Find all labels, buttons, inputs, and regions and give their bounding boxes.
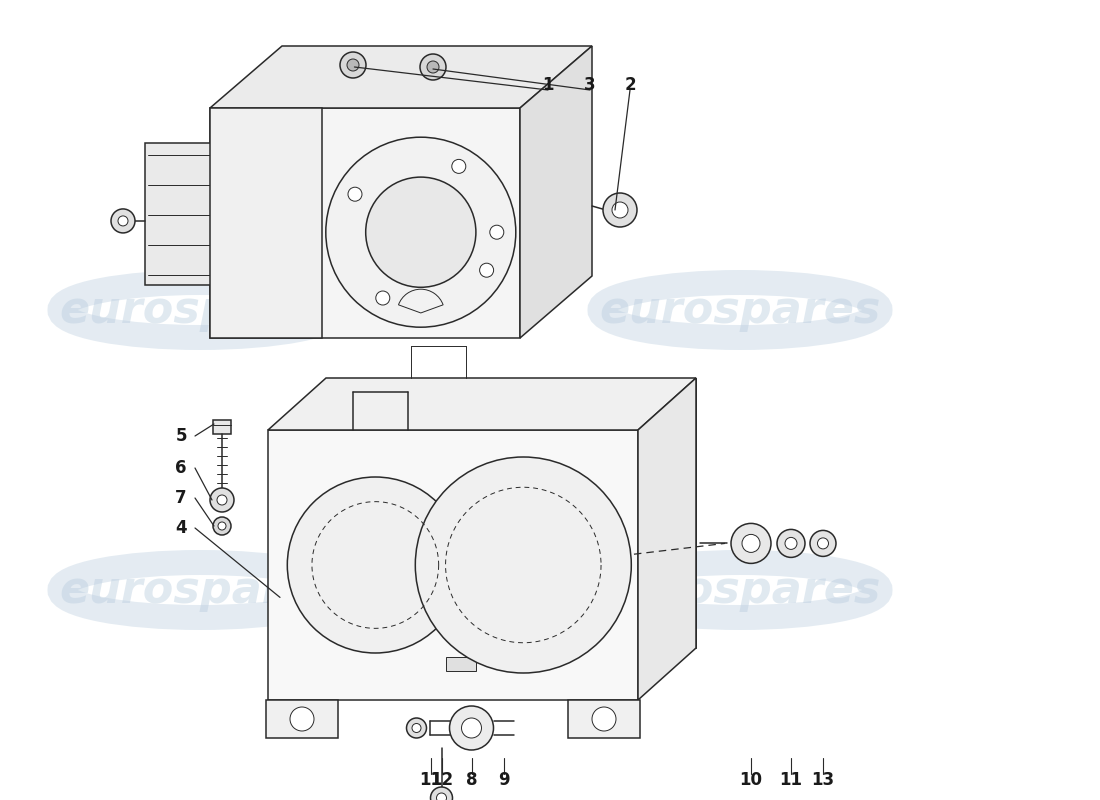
- Polygon shape: [210, 108, 520, 338]
- Polygon shape: [210, 46, 592, 108]
- Circle shape: [430, 787, 452, 800]
- Text: 5: 5: [176, 427, 187, 445]
- Polygon shape: [520, 46, 592, 338]
- Circle shape: [210, 488, 234, 512]
- Text: eurospares: eurospares: [600, 569, 881, 611]
- Polygon shape: [568, 700, 640, 738]
- Circle shape: [612, 202, 628, 218]
- Circle shape: [437, 793, 447, 800]
- Bar: [446, 657, 475, 670]
- Text: 13: 13: [812, 771, 835, 789]
- Text: 4: 4: [175, 519, 187, 537]
- Text: eurospares: eurospares: [59, 289, 341, 331]
- Circle shape: [239, 283, 271, 315]
- Circle shape: [218, 522, 226, 530]
- Text: eurospares: eurospares: [59, 569, 341, 611]
- Bar: [145, 142, 213, 285]
- Bar: [210, 108, 321, 338]
- Circle shape: [742, 534, 760, 552]
- Text: 8: 8: [465, 771, 477, 789]
- Circle shape: [817, 538, 828, 549]
- Text: 7: 7: [175, 489, 187, 507]
- Text: 12: 12: [430, 771, 453, 789]
- Circle shape: [785, 538, 798, 550]
- Circle shape: [452, 159, 465, 174]
- Circle shape: [290, 707, 314, 731]
- Circle shape: [592, 707, 616, 731]
- Circle shape: [376, 291, 389, 305]
- Polygon shape: [268, 378, 696, 430]
- Circle shape: [326, 138, 516, 327]
- Text: 1: 1: [542, 76, 553, 94]
- Polygon shape: [638, 378, 696, 700]
- Circle shape: [217, 495, 227, 505]
- Text: 6: 6: [176, 459, 187, 477]
- Circle shape: [111, 209, 135, 233]
- Circle shape: [603, 193, 637, 227]
- Text: 2: 2: [624, 76, 636, 94]
- Bar: [213, 420, 231, 434]
- Circle shape: [248, 292, 262, 306]
- Text: 10: 10: [739, 771, 762, 789]
- Polygon shape: [268, 430, 638, 700]
- Circle shape: [450, 706, 494, 750]
- Circle shape: [407, 718, 427, 738]
- Text: 11: 11: [419, 771, 442, 789]
- Circle shape: [213, 517, 231, 535]
- Circle shape: [777, 530, 805, 558]
- Circle shape: [462, 718, 482, 738]
- Circle shape: [340, 52, 366, 78]
- Circle shape: [490, 226, 504, 239]
- Circle shape: [480, 263, 494, 278]
- Wedge shape: [398, 289, 443, 313]
- Circle shape: [427, 61, 439, 73]
- Circle shape: [348, 187, 362, 202]
- Circle shape: [416, 457, 631, 673]
- Text: eurospares: eurospares: [600, 289, 881, 331]
- Circle shape: [346, 59, 359, 71]
- Polygon shape: [326, 378, 696, 648]
- Circle shape: [365, 177, 476, 287]
- Text: 3: 3: [584, 76, 596, 94]
- Circle shape: [412, 723, 421, 733]
- Circle shape: [810, 530, 836, 557]
- Circle shape: [420, 54, 446, 80]
- Polygon shape: [266, 700, 338, 738]
- Circle shape: [118, 216, 128, 226]
- Text: 11: 11: [780, 771, 803, 789]
- Circle shape: [732, 523, 771, 563]
- Circle shape: [287, 477, 463, 653]
- Text: 9: 9: [497, 771, 509, 789]
